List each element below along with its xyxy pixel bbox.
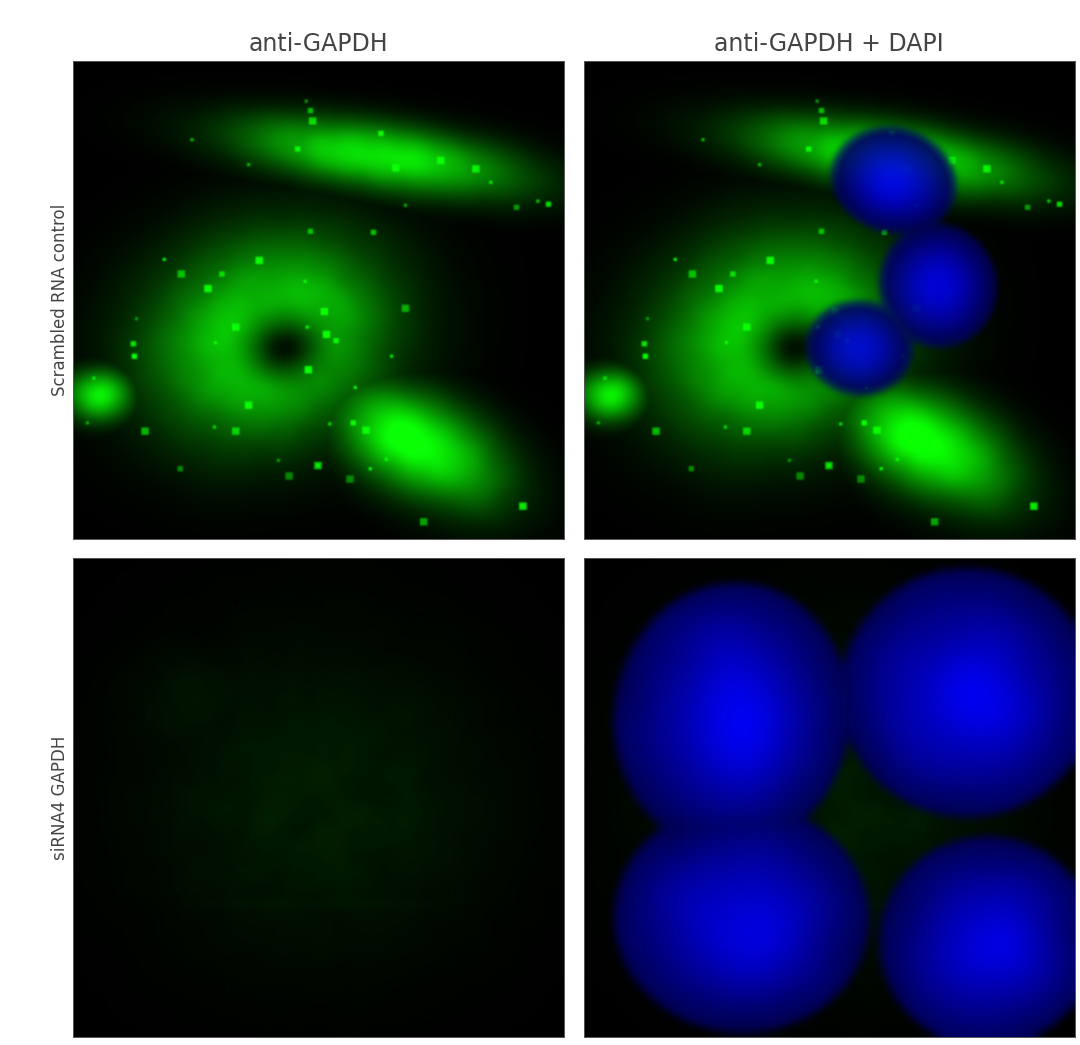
- Text: anti-GAPDH: anti-GAPDH: [249, 32, 389, 56]
- Text: siRNA4 GAPDH: siRNA4 GAPDH: [51, 735, 69, 860]
- Text: anti-GAPDH + DAPI: anti-GAPDH + DAPI: [714, 32, 944, 56]
- Text: Scrambled RNA control: Scrambled RNA control: [51, 204, 69, 396]
